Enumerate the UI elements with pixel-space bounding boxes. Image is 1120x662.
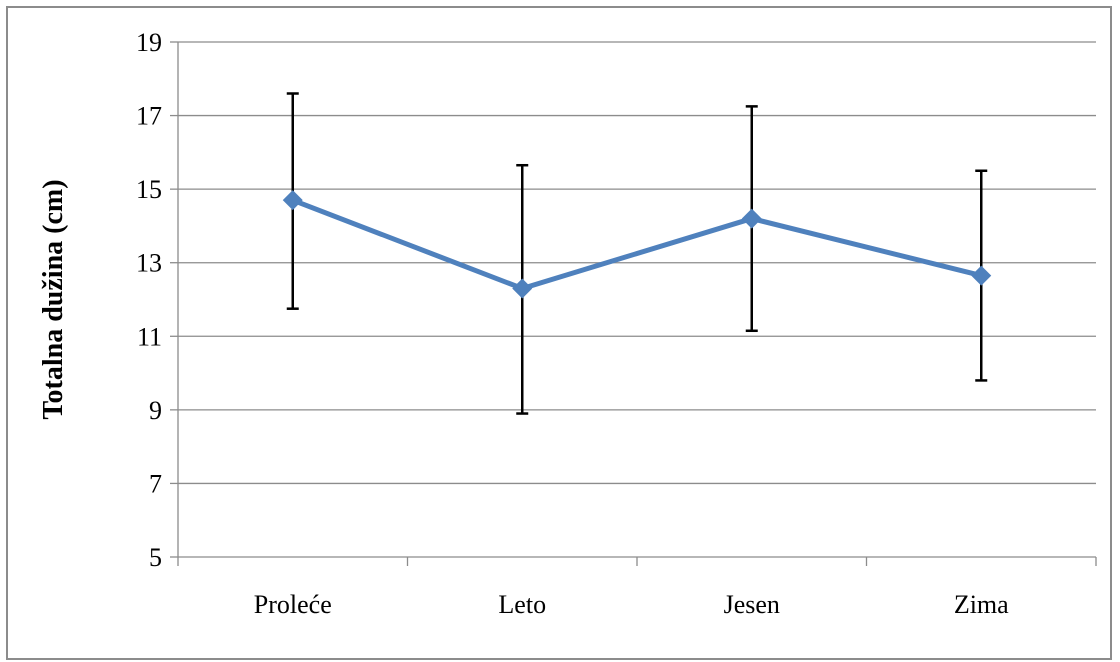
y-tick-label: 19 xyxy=(136,28,162,57)
x-tick-label: Leto xyxy=(498,590,546,619)
axes xyxy=(170,41,1097,566)
y-axis-title: Totalna dužina (cm) xyxy=(38,179,69,419)
y-tick-label: 15 xyxy=(136,175,162,204)
y-tick-label: 11 xyxy=(137,322,162,351)
data-point-marker xyxy=(282,190,303,211)
data-point-marker xyxy=(512,278,533,299)
y-tick-label: 5 xyxy=(149,543,162,572)
tick-labels: 5 7 9 11 13 15 17 19 Proleće Leto Jesen Zima xyxy=(136,28,1009,619)
y-tick-label: 13 xyxy=(136,249,162,278)
x-tick-label: Proleće xyxy=(254,590,332,619)
data-point-marker xyxy=(971,265,992,286)
x-tick-label: Jesen xyxy=(724,590,780,619)
x-tick-label: Zima xyxy=(954,590,1009,619)
y-tick-label: 7 xyxy=(149,469,162,498)
data-point-marker xyxy=(741,208,762,229)
y-tick-label: 17 xyxy=(136,102,162,131)
y-tick-label: 9 xyxy=(149,396,162,425)
gridlines xyxy=(178,41,1096,485)
series-line xyxy=(291,197,982,291)
series xyxy=(282,190,992,299)
